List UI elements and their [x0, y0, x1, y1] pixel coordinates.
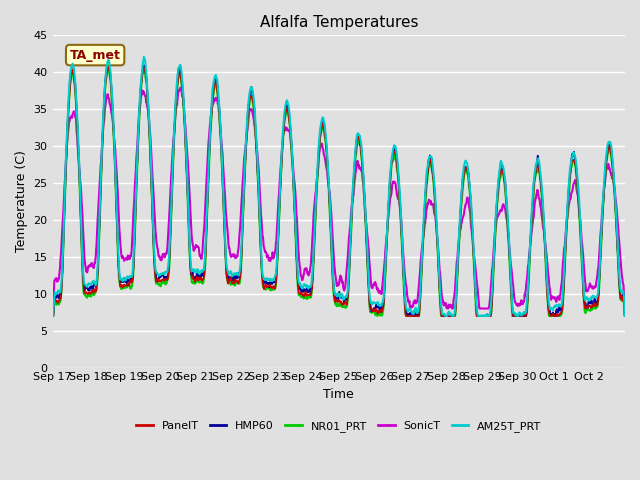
- Title: Alfalfa Temperatures: Alfalfa Temperatures: [260, 15, 418, 30]
- X-axis label: Time: Time: [323, 388, 354, 401]
- Y-axis label: Temperature (C): Temperature (C): [15, 151, 28, 252]
- Legend: PanelT, HMP60, NR01_PRT, SonicT, AM25T_PRT: PanelT, HMP60, NR01_PRT, SonicT, AM25T_P…: [132, 416, 546, 436]
- Text: TA_met: TA_met: [70, 48, 120, 61]
